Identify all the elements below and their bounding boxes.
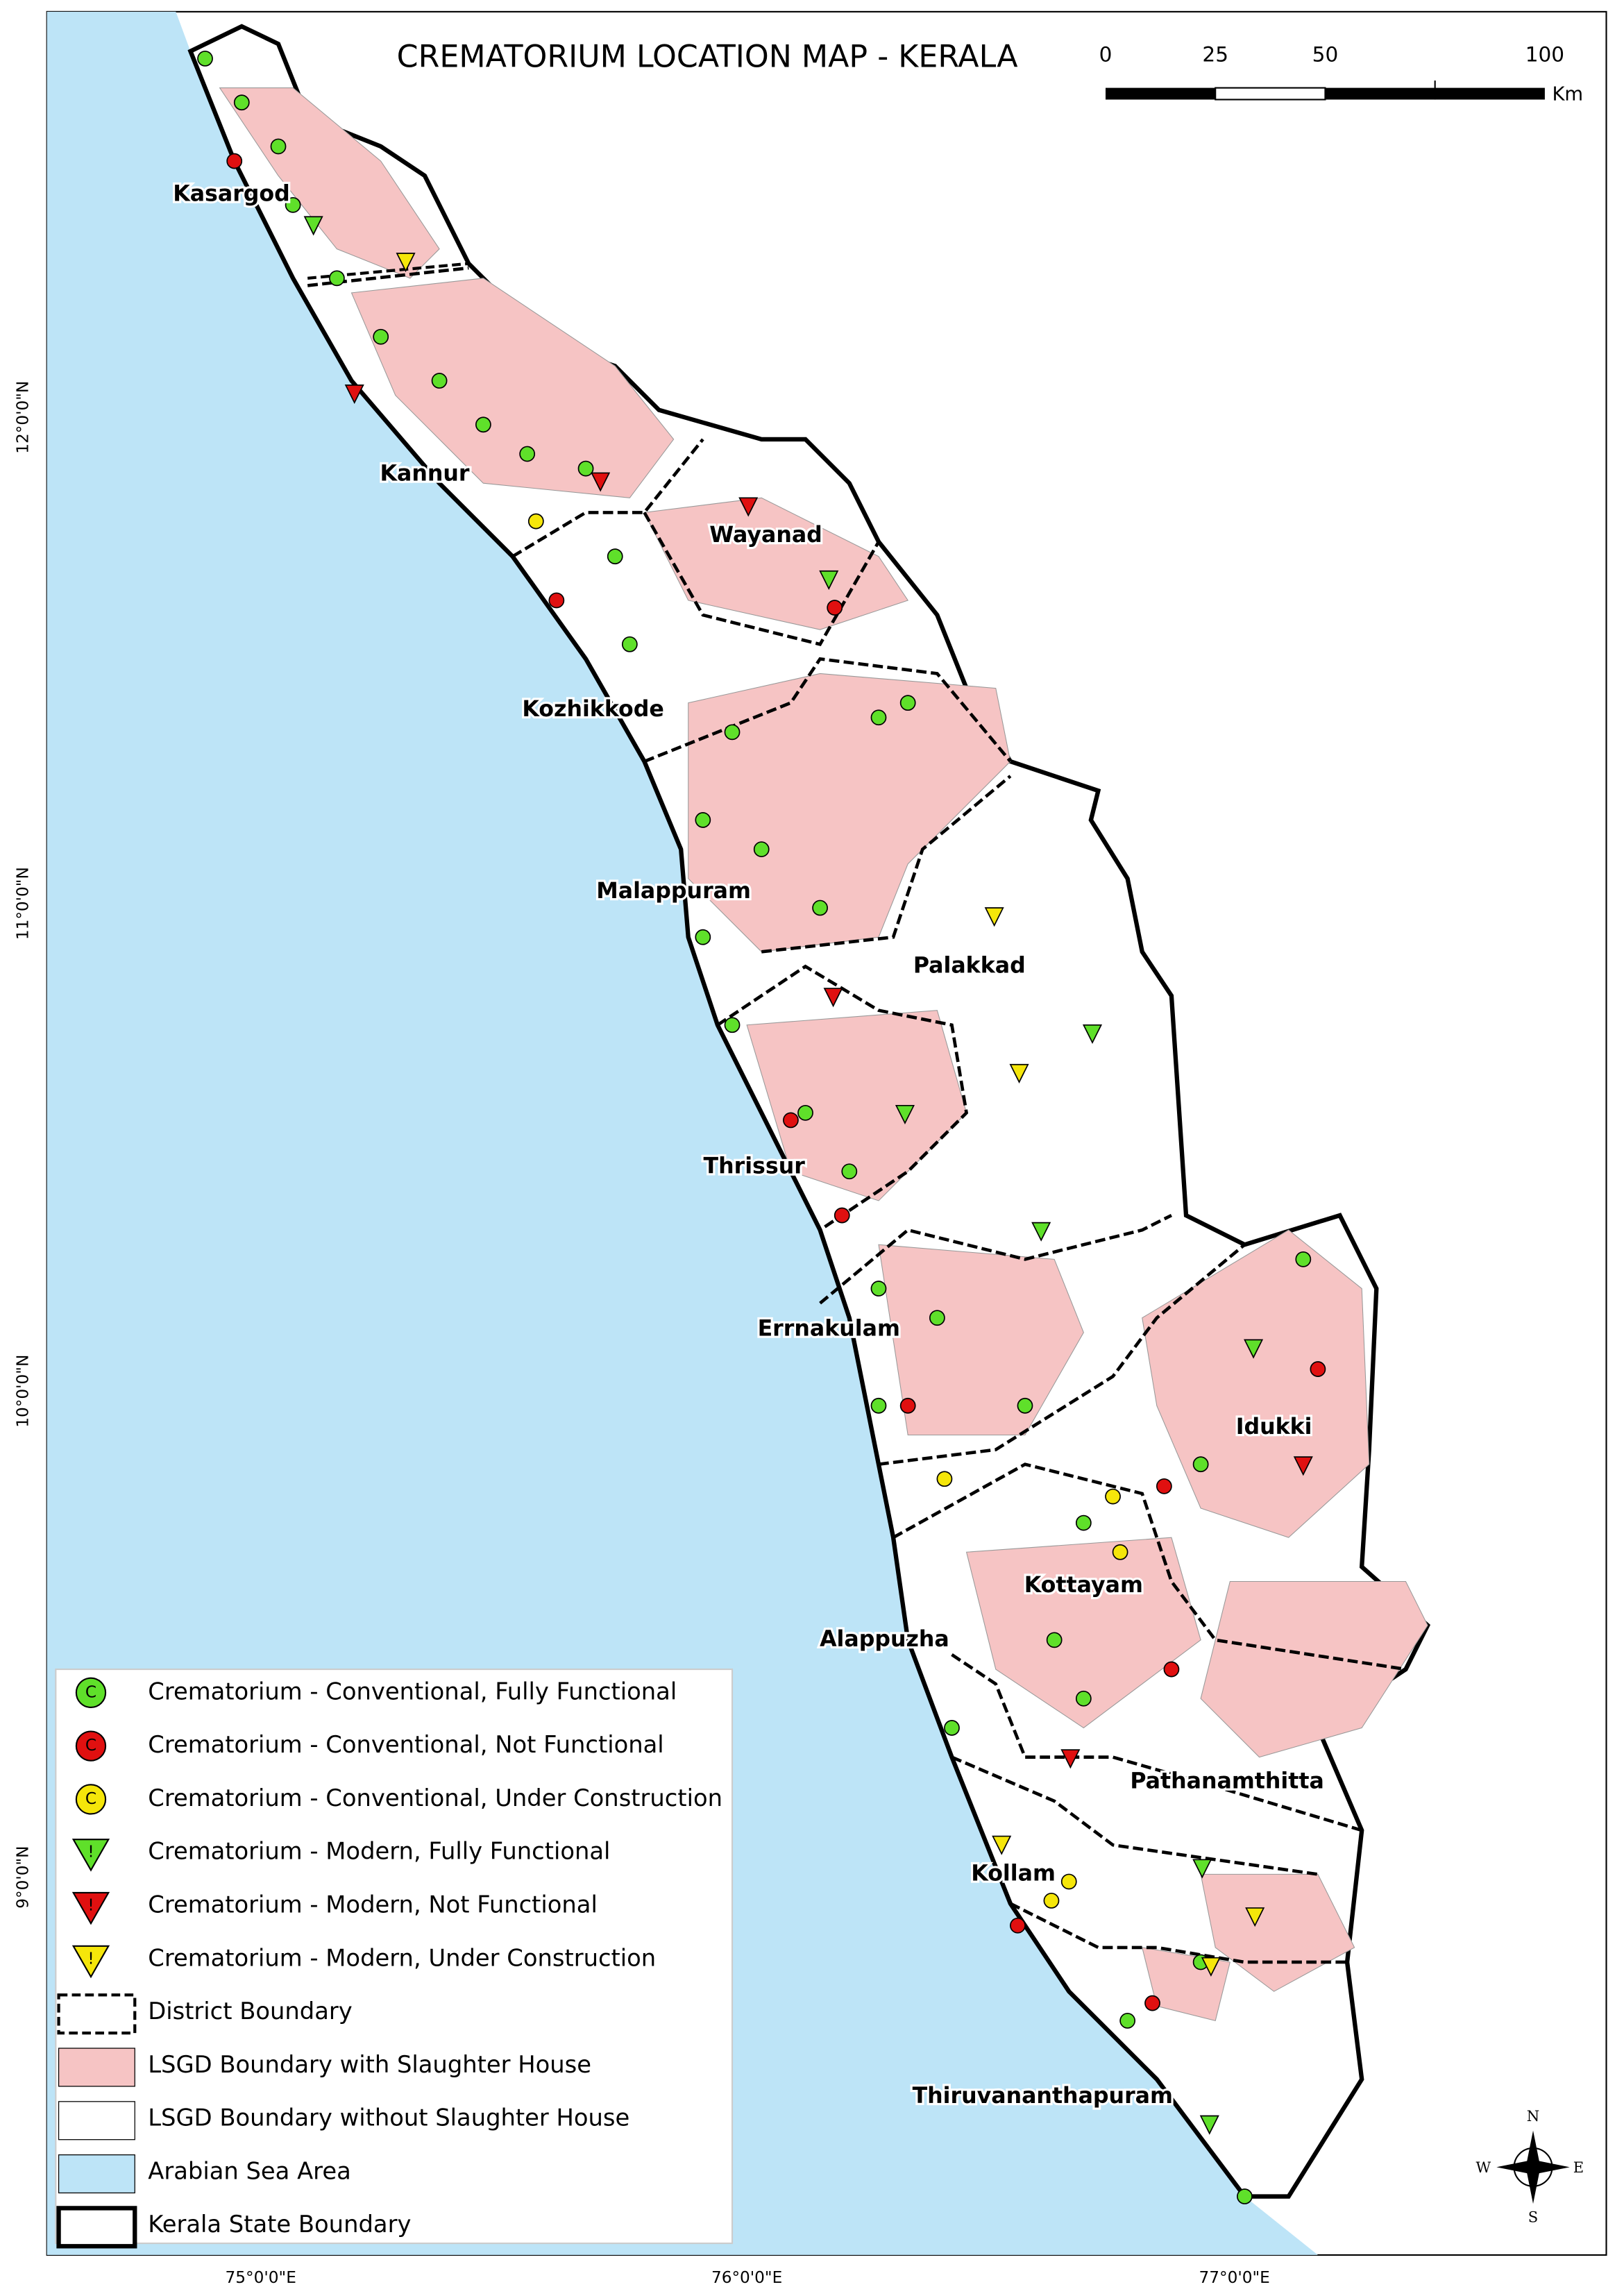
legend-symbol: [75, 1730, 107, 1762]
legend-label: Crematorium - Modern, Fully Functional: [148, 1838, 610, 1865]
district-label: Palakkad: [913, 953, 1026, 978]
crematorium-markers: [197, 50, 1326, 2204]
district-label: Idukki: [1236, 1415, 1312, 1440]
scale-unit: Km: [1552, 84, 1583, 105]
district-label: Thrissur: [704, 1154, 806, 1179]
district-label: Wayanad: [709, 523, 822, 548]
district-labels: Kasargod Kannur Wayanad Kozhikkode Malappura…: [171, 179, 1326, 2111]
compass: [1496, 2130, 1570, 2204]
district-label: Kottayam: [1024, 1573, 1143, 1598]
district-label: Kasargod: [173, 182, 290, 207]
legend-symbol-letter: !: [87, 1843, 94, 1862]
district-label: Pathanamthitta: [1130, 1769, 1324, 1793]
legend-symbol-letter: C: [85, 1682, 96, 1701]
legend-swatch: [57, 1993, 137, 2035]
district-label: Kozhikkode: [522, 697, 663, 722]
district-label: Thiruvananthapuram: [913, 2084, 1173, 2109]
legend-symbol: [71, 1891, 110, 1925]
coordinate-labels: 12°0'0"N 11°0'0"N 10°0'0"N 9°0'0"N 75°0'0"E 7…: [13, 381, 1269, 2287]
latitude-label: 11°0'0"N: [13, 867, 32, 940]
legend-swatch: [58, 2048, 135, 2087]
latitude-label: 9°0'0"N: [13, 1846, 32, 1909]
legend-swatch: [58, 2101, 135, 2141]
legend-label: Crematorium - Conventional, Not Function…: [148, 1731, 663, 1758]
legend-symbol: [71, 1945, 110, 1979]
scale-label: 50: [1312, 43, 1339, 67]
legend-label: LSGD Boundary with Slaughter House: [148, 2051, 591, 2078]
compass-letter: N: [1527, 2107, 1539, 2125]
longitude-label: 77°0'0"E: [1199, 2268, 1269, 2287]
legend-symbol-letter: C: [85, 1789, 96, 1808]
district-label: Kollam: [971, 1861, 1056, 1886]
map-title: CREMATORIUM LOCATION MAP - KERALA: [397, 39, 1018, 74]
district-label: Alappuzha: [820, 1627, 949, 1652]
scale-label: 100: [1525, 43, 1564, 67]
legend-swatch: [58, 2154, 135, 2194]
legend-symbol: [75, 1784, 107, 1815]
compass-letter: S: [1528, 2209, 1538, 2226]
legend-label: District Boundary: [148, 1998, 353, 2025]
legend-label: Kerala State Boundary: [148, 2211, 411, 2238]
scale-label: 25: [1202, 43, 1228, 67]
legend-symbol-letter: C: [85, 1736, 96, 1755]
legend-label: Crematorium - Conventional, Under Constr…: [148, 1784, 722, 1812]
legend-symbol: [75, 1677, 107, 1708]
district-label: Errnakulam: [758, 1317, 900, 1342]
latitude-label: 12°0'0"N: [13, 381, 32, 454]
legend-label: Arabian Sea Area: [148, 2157, 351, 2184]
longitude-label: 75°0'0"E: [226, 2268, 296, 2287]
compass-labels: N S E W: [1475, 2107, 1584, 2226]
compass-letter: E: [1573, 2159, 1584, 2176]
legend-label: Crematorium - Modern, Not Functional: [148, 1891, 598, 1918]
scale-labels: 0 25 50 100 Km: [1099, 43, 1584, 105]
scale-bar: [1105, 81, 1545, 101]
district-boundaries: [307, 266, 1406, 1964]
legend-label: Crematorium - Modern, Under Construction: [148, 1944, 656, 1971]
district-label: Kannur: [380, 462, 469, 487]
legend-symbol-letter: !: [87, 1949, 94, 1968]
scale-label: 0: [1099, 43, 1113, 67]
legend-label: Crematorium - Conventional, Fully Functi…: [148, 1678, 677, 1705]
legend: C Crematorium - Conventional, Fully Funct…: [56, 1677, 722, 2249]
longitude-label: 76°0'0"E: [711, 2268, 782, 2287]
compass-letter: W: [1475, 2159, 1491, 2176]
legend-swatch: [56, 2206, 137, 2249]
district-label: Malappuram: [596, 879, 751, 904]
latitude-label: 10°0'0"N: [13, 1355, 32, 1428]
legend-symbol-letter: !: [87, 1896, 94, 1914]
legend-symbol: [71, 1839, 110, 1872]
legend-label: LSGD Boundary without Slaughter House: [148, 2104, 629, 2132]
legend-box: [55, 1668, 734, 2245]
